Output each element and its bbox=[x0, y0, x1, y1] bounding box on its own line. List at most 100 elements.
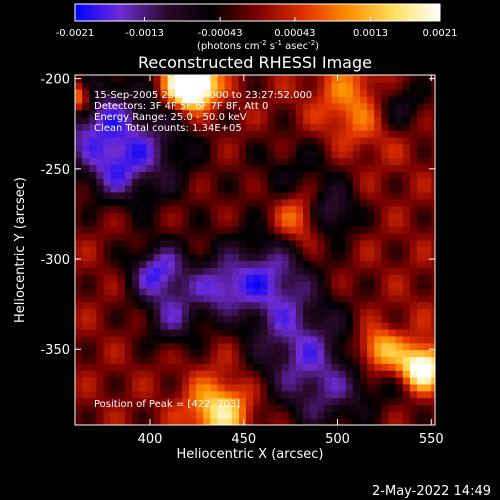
heatmap-cell bbox=[210, 157, 219, 166]
heatmap-cell bbox=[238, 123, 247, 131]
heatmap-cell bbox=[417, 82, 425, 90]
heatmap-cell bbox=[181, 356, 190, 364]
heatmap-cell bbox=[409, 342, 418, 351]
heatmap-cell bbox=[146, 411, 154, 419]
heatmap-cell bbox=[267, 82, 276, 90]
heatmap-cell bbox=[388, 349, 397, 358]
heatmap-cell bbox=[310, 329, 318, 337]
heatmap-cell bbox=[274, 82, 283, 90]
heatmap-cell bbox=[360, 260, 368, 268]
heatmap-cell bbox=[367, 404, 375, 412]
heatmap-cell bbox=[189, 329, 197, 337]
heatmap-cell bbox=[132, 178, 140, 186]
heatmap-cell bbox=[117, 191, 126, 200]
heatmap-cell bbox=[160, 157, 169, 166]
heatmap-cell bbox=[288, 95, 297, 104]
heatmap-cell bbox=[231, 157, 240, 166]
heatmap-cell bbox=[253, 335, 261, 344]
heatmap-cell bbox=[417, 219, 425, 227]
heatmap-cell bbox=[367, 185, 375, 193]
heatmap-cell bbox=[203, 370, 211, 378]
heatmap-cell bbox=[367, 116, 375, 124]
heatmap-cell bbox=[424, 294, 432, 303]
heatmap-cell bbox=[417, 89, 425, 97]
heatmap-cell bbox=[203, 137, 211, 145]
heatmap-cell bbox=[246, 329, 254, 337]
heatmap-cell bbox=[124, 329, 133, 337]
heatmap-cell bbox=[124, 335, 133, 344]
heatmap-cell bbox=[231, 370, 240, 378]
heatmap-cell bbox=[324, 130, 333, 138]
heatmap-cell bbox=[388, 363, 397, 371]
annotation-line-detectors: Detectors: 3F 4F 5F 6F 7F 8F, Att 0 bbox=[94, 101, 268, 112]
heatmap-cell bbox=[110, 390, 119, 399]
heatmap-cell bbox=[374, 267, 382, 275]
heatmap-cell bbox=[402, 274, 411, 282]
heatmap-cell bbox=[238, 116, 247, 124]
heatmap-cell bbox=[352, 253, 361, 262]
heatmap-cell bbox=[303, 246, 311, 255]
heatmap-cell bbox=[139, 239, 147, 248]
heatmap-cell bbox=[345, 383, 354, 392]
x-tick-label: 550 bbox=[419, 432, 444, 447]
heatmap-cell bbox=[374, 137, 382, 145]
heatmap-cell bbox=[381, 390, 390, 399]
heatmap-cell bbox=[317, 164, 325, 172]
heatmap-cell bbox=[260, 329, 268, 337]
heatmap-cell bbox=[260, 411, 268, 419]
heatmap-cell bbox=[167, 322, 176, 330]
heatmap-cell bbox=[189, 274, 197, 282]
heatmap-cell bbox=[295, 377, 304, 385]
heatmap-cell bbox=[303, 164, 311, 172]
heatmap-cell bbox=[352, 329, 361, 337]
heatmap-cell bbox=[317, 102, 325, 111]
heatmap-cell bbox=[189, 260, 197, 268]
heatmap-cell bbox=[367, 335, 375, 344]
heatmap-cell bbox=[117, 219, 126, 227]
heatmap-cell bbox=[174, 377, 183, 385]
heatmap-cell bbox=[417, 226, 425, 234]
heatmap-cell bbox=[317, 390, 325, 399]
heatmap-cell bbox=[210, 404, 219, 412]
heatmap-cell bbox=[203, 267, 211, 275]
colorbar-tick-label: -0.0021 bbox=[56, 28, 95, 39]
heatmap-cell bbox=[139, 301, 147, 310]
heatmap-cell bbox=[96, 178, 105, 186]
heatmap-cell bbox=[324, 157, 333, 166]
heatmap-cell bbox=[189, 212, 197, 220]
heatmap-cell bbox=[331, 301, 340, 310]
heatmap-cell bbox=[103, 150, 112, 159]
heatmap-cell bbox=[132, 82, 140, 90]
heatmap-cell bbox=[103, 356, 112, 364]
heatmap-cell bbox=[217, 123, 226, 131]
heatmap-cell bbox=[174, 322, 183, 330]
heatmap-cell bbox=[388, 123, 397, 131]
heatmap-cell bbox=[274, 150, 283, 159]
heatmap-cell bbox=[238, 397, 247, 406]
heatmap-cell bbox=[295, 274, 304, 282]
heatmap-cell bbox=[160, 370, 169, 378]
heatmap-cell bbox=[424, 411, 432, 419]
heatmap-cell bbox=[260, 95, 268, 104]
heatmap-cell bbox=[217, 198, 226, 207]
heatmap-cell bbox=[103, 349, 112, 358]
heatmap-cell bbox=[231, 411, 240, 419]
heatmap-cell bbox=[167, 157, 176, 166]
heatmap-cell bbox=[146, 322, 154, 330]
heatmap-cell bbox=[303, 89, 311, 97]
heatmap-cell bbox=[238, 281, 247, 289]
heatmap-cell bbox=[96, 198, 105, 207]
heatmap-cell bbox=[352, 322, 361, 330]
heatmap-cell bbox=[388, 267, 397, 275]
heatmap-cell bbox=[103, 390, 112, 399]
heatmap-cell bbox=[367, 212, 375, 220]
heatmap-cell bbox=[374, 274, 382, 282]
heatmap-cell bbox=[110, 274, 119, 282]
heatmap-cell bbox=[231, 191, 240, 200]
heatmap-cell bbox=[331, 411, 340, 419]
heatmap-cell bbox=[338, 383, 347, 392]
heatmap-cell bbox=[395, 116, 404, 124]
heatmap-cell bbox=[288, 356, 297, 364]
heatmap-cell bbox=[395, 377, 404, 385]
heatmap-cell bbox=[117, 239, 126, 248]
